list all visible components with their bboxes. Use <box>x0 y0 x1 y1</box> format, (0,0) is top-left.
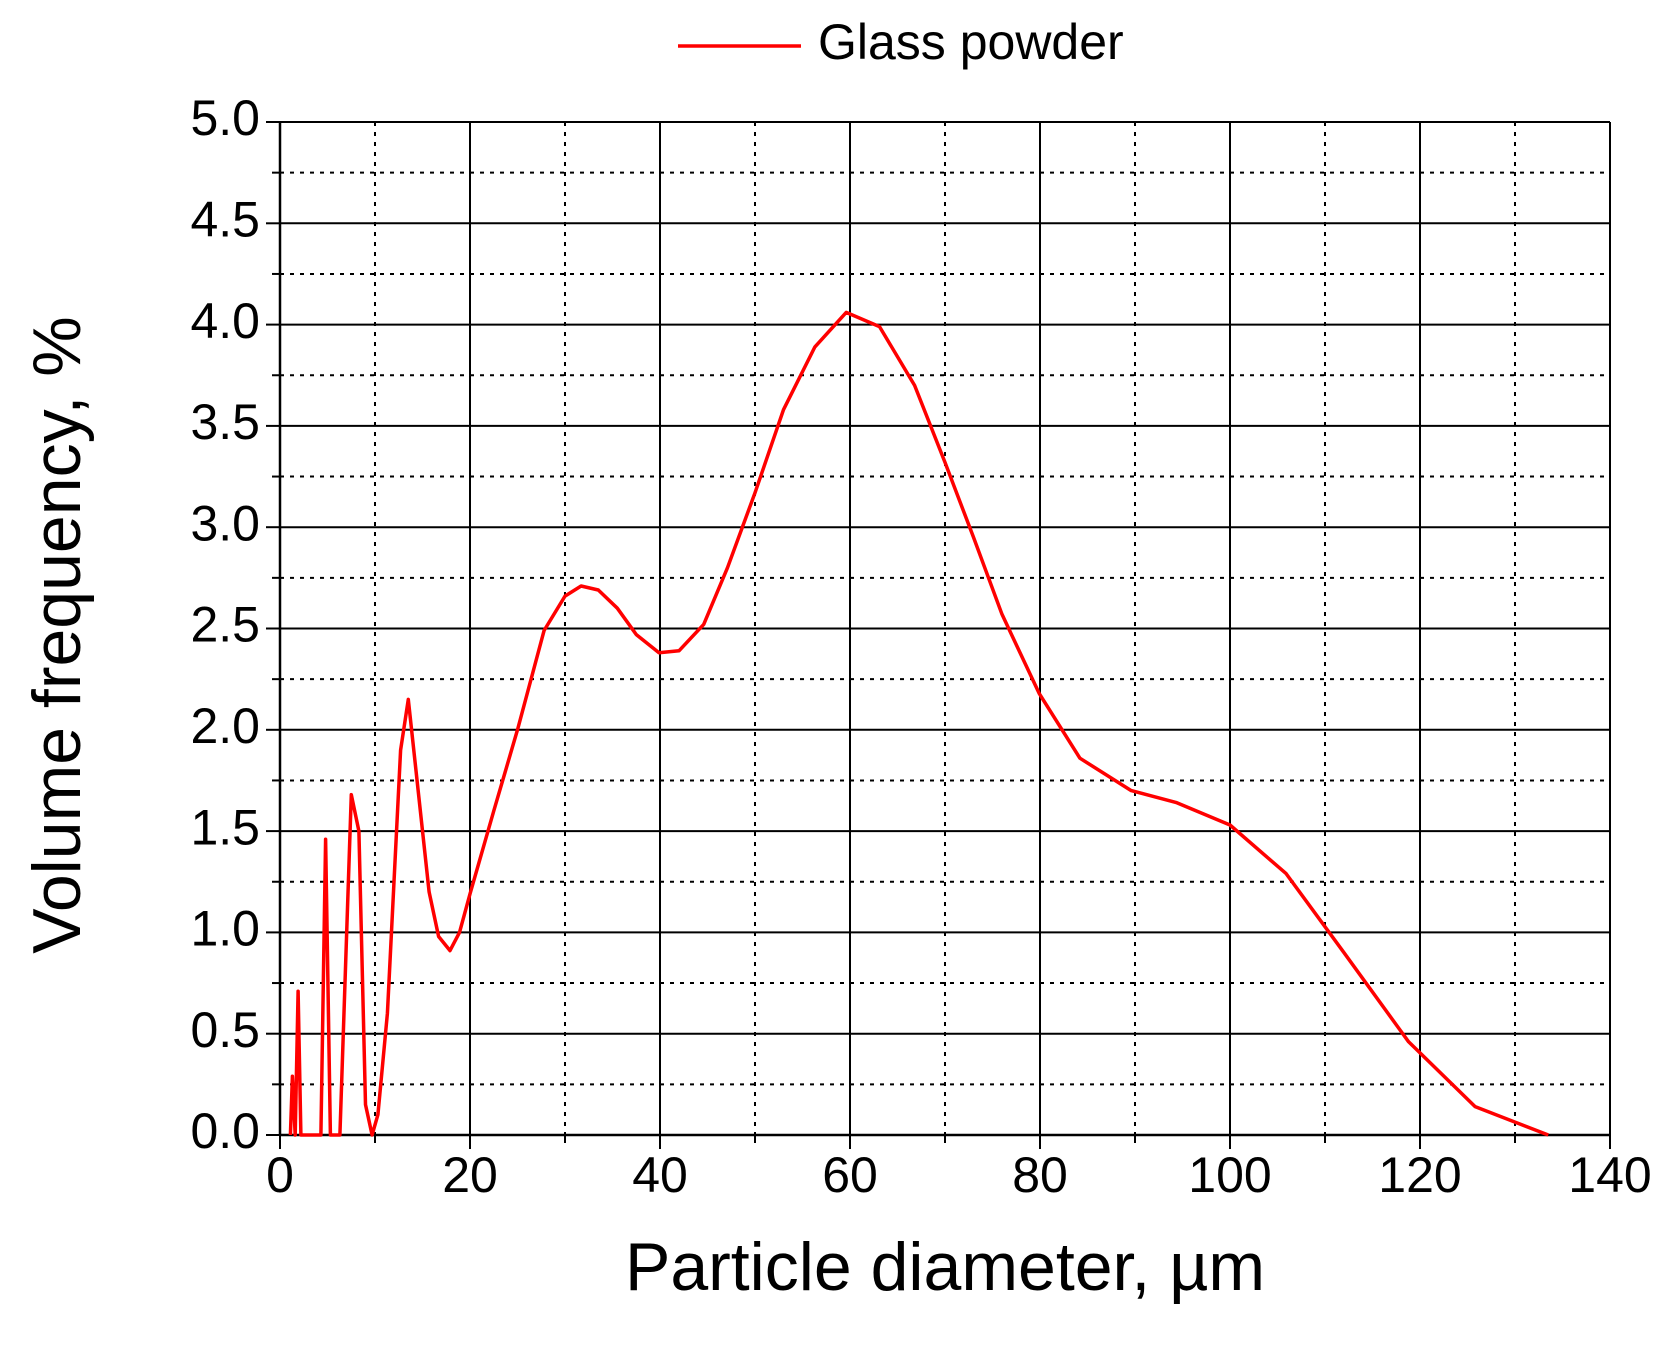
x-tick-label: 0 <box>266 1147 294 1203</box>
y-tick-label: 5.0 <box>190 90 260 146</box>
data-line <box>288 310 1549 1137</box>
y-tick-label: 1.0 <box>190 901 260 957</box>
y-tick-label: 3.5 <box>190 394 260 450</box>
y-tick-label: 0.5 <box>190 1002 260 1058</box>
x-tick-label: 40 <box>632 1147 688 1203</box>
x-axis-title: Particle diameter, µm <box>625 1229 1265 1305</box>
x-tick-label: 140 <box>1568 1147 1651 1203</box>
x-tick-label: 120 <box>1378 1147 1461 1203</box>
y-tick-label: 0.0 <box>190 1103 260 1159</box>
y-tick-label: 2.0 <box>190 698 260 754</box>
y-tick-label: 3.0 <box>190 495 260 551</box>
x-tick-label: 20 <box>442 1147 498 1203</box>
y-tick-label: 1.5 <box>190 799 260 855</box>
y-tick-label: 2.5 <box>190 597 260 653</box>
legend-label: Glass powder <box>818 14 1124 70</box>
x-tick-label: 100 <box>1188 1147 1271 1203</box>
y-tick-label: 4.0 <box>190 293 260 349</box>
x-tick-label: 80 <box>1012 1147 1068 1203</box>
x-tick-label: 60 <box>822 1147 878 1203</box>
y-tick-label: 4.5 <box>190 192 260 248</box>
y-axis-title: Volume frequency, % <box>19 316 95 954</box>
